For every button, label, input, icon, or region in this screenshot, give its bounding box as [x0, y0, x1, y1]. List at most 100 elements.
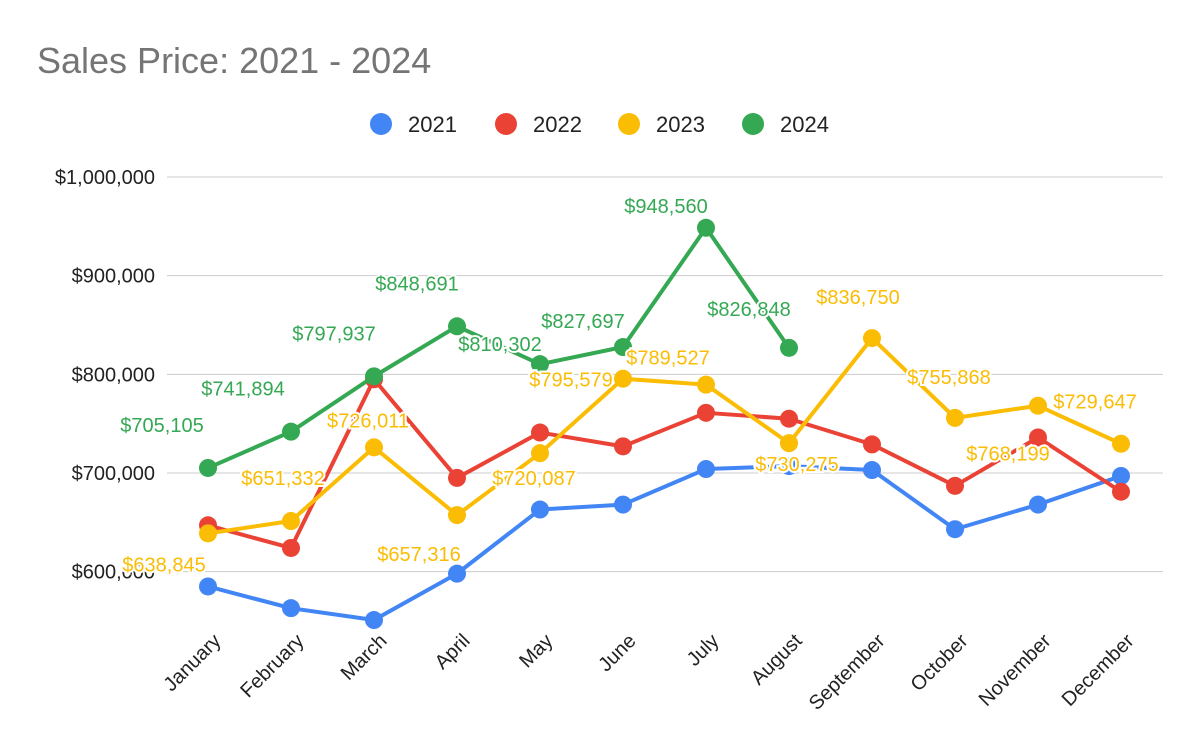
gridlines [167, 176, 1163, 573]
y-tick-label: $900,000 [72, 266, 155, 288]
data-point [614, 369, 632, 388]
y-tick-label: $1,000,000 [55, 167, 155, 189]
chart-title: Sales Price: 2021 - 2024 [37, 40, 432, 81]
y-tick-label: $700,000 [72, 463, 155, 485]
data-point [365, 367, 383, 386]
data-label: $638,845 [122, 554, 205, 576]
x-tick-label: December [1058, 630, 1139, 711]
x-tick-label: March [337, 630, 392, 685]
data-point [1112, 434, 1130, 453]
legend-item: 2021 [370, 112, 457, 137]
data-point [863, 435, 881, 454]
x-tick-label: November [975, 630, 1056, 711]
data-label: $789,527 [626, 348, 709, 370]
data-point [282, 599, 300, 618]
data-label: $705,105 [120, 415, 203, 437]
data-label: $836,750 [816, 287, 899, 309]
data-point [697, 375, 715, 394]
legend-marker [742, 113, 764, 135]
data-point [946, 408, 964, 427]
legend-item: 2024 [742, 112, 829, 137]
data-point [448, 468, 466, 487]
legend-marker [618, 113, 640, 135]
data-point [199, 577, 217, 596]
x-tick-label: July [683, 630, 724, 671]
data-point [199, 458, 217, 477]
x-tick-label: September [805, 630, 890, 715]
legend: 2021 2022 2023 2024 [370, 112, 829, 137]
y-tick-label: $800,000 [72, 364, 155, 386]
series-line [207, 377, 1123, 550]
data-point [863, 461, 881, 480]
x-tick-label: May [515, 630, 557, 672]
legend-marker [495, 113, 517, 135]
data-label: $755,868 [907, 367, 990, 389]
y-tick-label: $600,000 [72, 562, 155, 584]
series-line [207, 336, 1122, 536]
data-point [531, 423, 549, 442]
data-label: $657,316 [377, 544, 460, 566]
series-2024 [199, 218, 798, 477]
data-point [946, 520, 964, 539]
data-label: $797,937 [292, 323, 375, 345]
data-point [531, 500, 549, 519]
data-point [780, 457, 798, 476]
data-point [1112, 466, 1130, 485]
data-label: $741,894 [201, 379, 284, 401]
series-line [207, 464, 1122, 623]
data-point [282, 538, 300, 557]
y-axis-ticks: $600,000 $700,000 $800,000 $900,000 $1,000,0… [55, 167, 155, 584]
data-point [448, 564, 466, 583]
x-tick-label: June [594, 630, 640, 676]
data-point [697, 403, 715, 422]
data-point [365, 438, 383, 457]
data-point [282, 512, 300, 531]
data-point [282, 422, 300, 441]
data-point [697, 460, 715, 479]
data-label: $827,697 [541, 311, 624, 333]
legend-label: 2024 [780, 112, 829, 137]
legend-marker [370, 113, 392, 135]
data-point [780, 434, 798, 453]
data-labels-2024: $705,105 $741,894 $797,937 $848,691 $810,302… [118, 194, 792, 439]
data-point [697, 218, 715, 237]
data-point [531, 444, 549, 463]
data-label: $810,302 [458, 334, 541, 356]
series-2023 [199, 329, 1130, 543]
x-axis-ticks: January February March April May June July Augu… [160, 630, 1139, 715]
series-2021 [199, 457, 1130, 630]
legend-item: 2023 [618, 112, 705, 137]
data-label: $726,011 [327, 410, 409, 432]
data-label: $651,332 [241, 468, 324, 490]
data-label: $720,087 [492, 468, 575, 490]
data-label: $768,199 [966, 444, 1049, 466]
legend-label: 2023 [656, 112, 705, 137]
data-point [1029, 396, 1047, 415]
data-point [1029, 495, 1047, 514]
data-label: $826,848 [707, 299, 790, 321]
data-point [614, 338, 632, 357]
x-tick-label: October [907, 630, 973, 696]
data-label: $729,647 [1053, 392, 1136, 414]
legend-item: 2022 [495, 112, 582, 137]
data-point [614, 495, 632, 514]
data-point [614, 437, 632, 456]
data-label: $730,275 [755, 454, 838, 476]
data-label: $795,579 [529, 370, 612, 392]
data-point [946, 476, 964, 495]
data-point [1029, 428, 1047, 447]
data-point [780, 409, 798, 428]
data-point [531, 355, 549, 374]
data-point [780, 338, 798, 357]
data-point [448, 506, 466, 525]
data-labels-2023: $638,845 $651,332 $726,011 $657,316 $720,087… [120, 285, 1138, 578]
x-tick-label: April [431, 630, 475, 674]
x-tick-label: February [236, 630, 308, 702]
x-tick-label: January [160, 630, 226, 696]
data-point [863, 329, 881, 348]
data-point [365, 611, 383, 630]
data-point [448, 317, 466, 336]
data-label: $948,560 [624, 196, 707, 218]
